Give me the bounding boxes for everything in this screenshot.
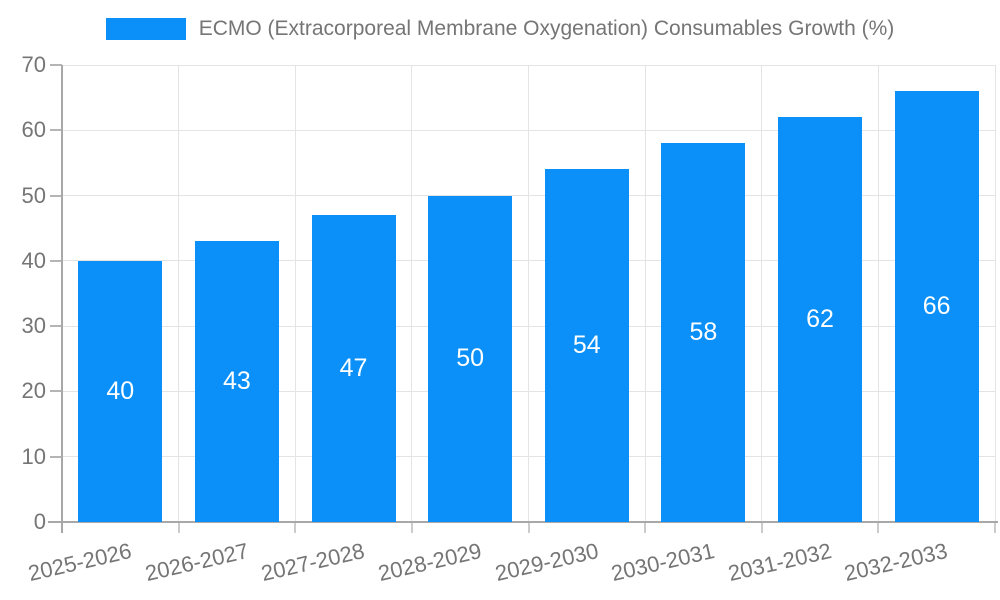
v-gridline (294, 65, 296, 522)
x-tick-label: 2030-2031 (608, 538, 718, 587)
bar-2026-2027[interactable]: 43 (194, 241, 279, 522)
chart-legend[interactable]: ECMO (Extracorporeal Membrane Oxygenatio… (0, 17, 1000, 41)
y-axis-line (61, 65, 63, 533)
y-tick-label: 0 (33, 509, 46, 534)
x-axis-tick (994, 522, 996, 533)
bar-value-label: 66 (922, 292, 951, 321)
bar-2029-2030[interactable]: 54 (544, 169, 629, 522)
bar-2028-2029[interactable]: 50 (428, 195, 513, 522)
y-axis-tick (50, 390, 62, 393)
y-tick-label: 10 (21, 443, 46, 469)
y-tick-label: 40 (21, 247, 46, 273)
x-tick-label: 2027-2028 (259, 538, 368, 587)
x-tick-label: 2032-2033 (842, 538, 951, 587)
v-gridline (178, 65, 180, 522)
x-tick-label: 2031-2032 (725, 538, 834, 587)
bar-2025-2026[interactable]: 40 (78, 260, 163, 522)
v-gridline (877, 65, 879, 522)
y-axis-tick (50, 129, 62, 132)
x-axis-tick (177, 522, 180, 533)
bar-value-label: 58 (689, 318, 718, 347)
legend-label[interactable]: ECMO (Extracorporeal Membrane Oxygenatio… (198, 17, 895, 40)
v-gridline (528, 65, 529, 522)
legend-swatch-icon[interactable] (105, 18, 186, 40)
x-tick-label: 2028-2029 (375, 538, 484, 587)
y-axis-tick (50, 64, 62, 66)
bar-value-label: 40 (106, 376, 135, 405)
bar-2031-2032[interactable]: 62 (778, 117, 863, 522)
y-axis-tick (50, 455, 62, 458)
y-axis-tick (50, 325, 62, 328)
y-tick-label: 60 (21, 117, 46, 143)
v-gridline (761, 65, 763, 522)
y-axis-tick (50, 259, 62, 262)
bar-2027-2028[interactable]: 47 (311, 215, 396, 522)
bar-value-label: 43 (223, 367, 251, 396)
x-axis-tick (877, 522, 880, 533)
x-tick-label: 2025-2026 (25, 538, 134, 587)
bar-2032-2033[interactable]: 66 (894, 91, 979, 522)
x-axis-tick (527, 522, 530, 533)
x-axis-tick (294, 522, 297, 533)
v-gridline (644, 65, 646, 522)
y-tick-label: 30 (21, 313, 46, 339)
bar-value-label: 47 (339, 354, 368, 383)
x-tick-label: 2026-2027 (142, 538, 251, 587)
x-axis-tick (410, 522, 413, 533)
v-gridline (994, 65, 996, 522)
bar-value-label: 54 (572, 331, 601, 360)
v-gridline (411, 65, 413, 522)
y-axis-tick (50, 194, 62, 197)
bar-2030-2031[interactable]: 58 (661, 143, 746, 522)
bar-value-label: 50 (456, 344, 485, 373)
x-axis-tick (644, 522, 647, 533)
bar-value-label: 62 (806, 305, 834, 334)
plot-area: 0 10 20 30 40 50 60 70 40 2025-2026 43 2026-2027 47 2… (22, 52, 998, 586)
y-tick-label: 20 (21, 378, 46, 404)
x-axis-tick (760, 522, 763, 533)
y-tick-label: 50 (21, 182, 46, 208)
x-tick-label: 2029-2030 (492, 538, 601, 587)
y-tick-label: 70 (21, 52, 46, 77)
x-axis-line (48, 521, 998, 523)
